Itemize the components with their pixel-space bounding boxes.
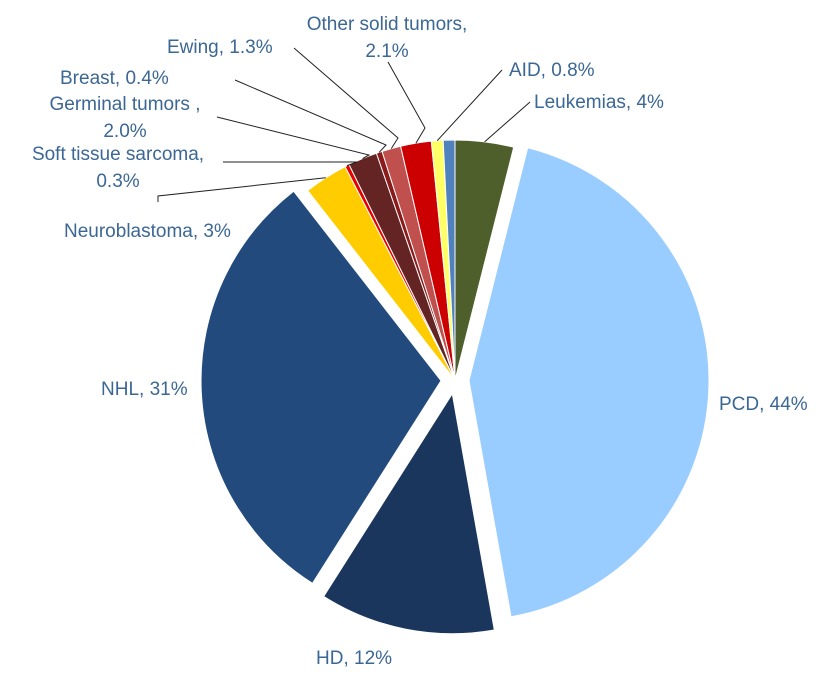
label-germinal-tumors-line1: Germinal tumors , — [50, 94, 201, 115]
leader-line-ewing — [293, 47, 399, 149]
leader-line-aid — [436, 69, 503, 141]
leader-line-germinal-tumors — [216, 116, 371, 159]
label-other-solid-tumors-line2: 2.1% — [365, 41, 408, 62]
leader-lines — [157, 47, 531, 202]
label-germinal-tumors-line2: 2.0% — [103, 121, 146, 142]
label-other-solid-tumors-line1: Other solid tumors, — [307, 14, 468, 35]
leader-line-breast — [234, 79, 387, 153]
leader-line-leukemias — [484, 101, 531, 143]
label-aid: AID, 0.8% — [509, 60, 595, 81]
label-breast: Breast, 0.4% — [60, 68, 169, 89]
slice-unlabeled — [442, 139, 456, 381]
label-soft-tissue-sarcoma-line2: 0.3% — [96, 171, 139, 192]
label-hd: HD, 12% — [316, 648, 392, 669]
slice-hd — [323, 392, 495, 635]
leader-line-other-solid-tumors — [387, 61, 426, 144]
label-pcd: PCD, 44% — [719, 394, 808, 415]
label-nhl: NHL, 31% — [101, 379, 188, 400]
slice-nhl — [200, 190, 442, 585]
label-ewing: Ewing, 1.3% — [167, 37, 273, 58]
slice-pcd — [468, 147, 710, 618]
pie-slices — [200, 139, 710, 635]
label-soft-tissue-sarcoma-line1: Soft tissue sarcoma, — [32, 144, 204, 165]
leader-line-neuroblastoma — [157, 177, 326, 202]
label-neuroblastoma: Neuroblastoma, 3% — [64, 221, 231, 242]
leader-line-soft-tissue-sarcoma — [223, 161, 358, 167]
label-leukemias: Leukemias, 4% — [534, 92, 664, 113]
